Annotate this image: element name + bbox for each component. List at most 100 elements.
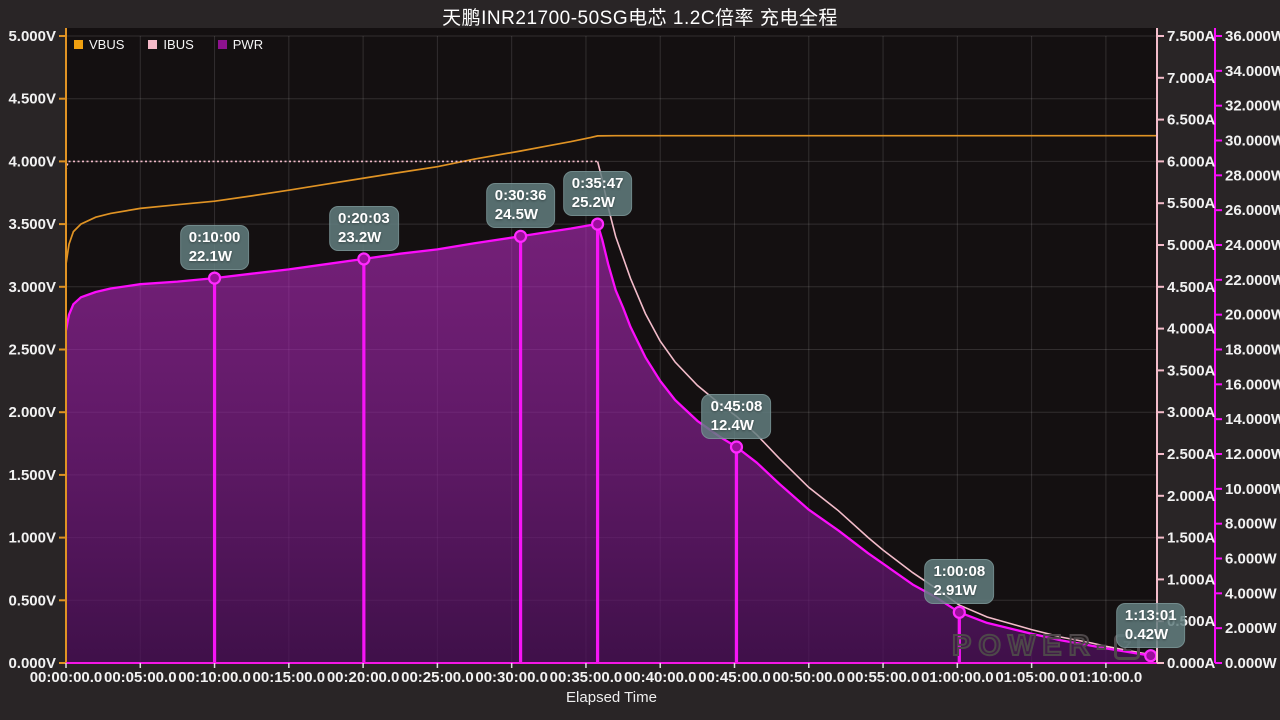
current-tick-label: 3.000A <box>1167 404 1216 421</box>
power-tick-label: 22.000W <box>1225 272 1280 289</box>
x-tick-label: 01:10:00.0 <box>1070 669 1143 686</box>
x-tick-label: 00:25:00.0 <box>401 669 474 686</box>
power-tick-label: 36.000W <box>1225 28 1280 45</box>
legend-item-pwr[interactable]: PWR <box>217 37 264 52</box>
voltage-tick-label: 2.000V <box>8 404 56 421</box>
voltage-tick-label: 5.000V <box>8 28 56 45</box>
annotation-box: 1:00:08 2.91W <box>924 559 995 605</box>
ibus-line-cv <box>596 161 1151 656</box>
annotation-power: 24.5W <box>494 206 539 224</box>
voltage-tick-label: 2.500V <box>8 342 56 359</box>
x-tick-label: 00:55:00.0 <box>847 669 920 686</box>
current-tick-label: 5.500A <box>1167 195 1216 212</box>
power-tick-label: 10.000W <box>1225 481 1280 498</box>
data-point-marker <box>590 217 605 231</box>
x-tick-label: 00:05:00.0 <box>104 669 177 686</box>
x-tick-label: 00:35:00.0 <box>550 669 623 686</box>
voltage-tick-label: 3.500V <box>8 216 56 233</box>
power-tick-label: 0.000W <box>1225 655 1278 672</box>
x-tick-label: 00:20:00.0 <box>327 669 400 686</box>
annotation-box: 0:45:08 12.4W <box>701 394 772 440</box>
annotation-box: 0:10:00 22.1W <box>179 225 250 271</box>
current-tick-label: 4.000A <box>1167 321 1216 338</box>
current-tick-label: 1.500A <box>1167 530 1216 547</box>
voltage-tick-label: 4.000V <box>8 153 56 170</box>
voltage-tick-label: 1.500V <box>8 467 56 484</box>
power-tick-label: 26.000W <box>1225 202 1280 219</box>
data-point-marker <box>1144 649 1158 663</box>
power-tick-label: 20.000W <box>1225 307 1280 324</box>
pwr-swatch-icon <box>217 40 227 49</box>
legend-label: PWR <box>232 37 264 52</box>
legend-label: IBUS <box>163 37 194 52</box>
annotation-time: 0:35:47 <box>571 175 624 193</box>
current-tick-label: 2.500A <box>1167 446 1216 463</box>
current-tick-label: 7.500A <box>1167 28 1216 45</box>
annotation-time: 0:20:03 <box>337 209 390 227</box>
current-tick-label: 6.000A <box>1167 153 1216 170</box>
annotation-power: 12.4W <box>710 417 754 435</box>
data-point-marker <box>729 440 744 454</box>
voltage-tick-label: 0.000V <box>8 655 56 672</box>
power-tick-label: 16.000W <box>1225 376 1280 393</box>
chart-title: 天鹏INR21700-50SG电芯 1.2C倍率 充电全程 <box>442 8 838 29</box>
annotation-power: 23.2W <box>337 228 382 246</box>
annotation-time: 1:00:08 <box>933 563 986 581</box>
current-tick-label: 0.000A <box>1167 655 1216 672</box>
current-tick-label: 6.500A <box>1167 112 1216 129</box>
power-tick-label: 34.000W <box>1225 63 1280 80</box>
data-point-marker <box>207 271 222 285</box>
voltage-tick-label: 4.500V <box>8 91 56 108</box>
annotation-time: 1:13:01 <box>1124 606 1177 624</box>
annotation-power: 25.2W <box>571 194 616 212</box>
power-tick-label: 4.000W <box>1225 585 1278 602</box>
annotation-time: 0:45:08 <box>710 398 763 416</box>
x-axis-title: Elapsed Time <box>566 689 657 706</box>
annotation-box: 0:30:36 24.5W <box>485 183 556 229</box>
legend-item-ibus[interactable]: IBUS <box>148 37 194 52</box>
power-tick-label: 32.000W <box>1225 98 1280 115</box>
legend-item-vbus[interactable]: VBUS <box>74 37 124 52</box>
power-tick-label: 18.000W <box>1225 342 1280 359</box>
current-tick-label: 3.500A <box>1167 362 1216 379</box>
power-tick-label: 8.000W <box>1225 516 1278 533</box>
ibus-swatch-icon <box>148 40 158 49</box>
current-tick-label: 2.000A <box>1167 488 1216 505</box>
x-tick-label: 00:15:00.0 <box>253 669 326 686</box>
power-tick-label: 12.000W <box>1225 446 1280 463</box>
data-point-marker <box>952 605 966 619</box>
voltage-tick-label: 3.000V <box>8 279 56 296</box>
x-tick-label: 00:40:00.0 <box>624 669 697 686</box>
annotation-power: 0.42W <box>1124 625 1169 643</box>
current-tick-label: 5.000A <box>1167 237 1216 254</box>
power-tick-label: 30.000W <box>1225 133 1280 150</box>
annotation-time: 0:10:00 <box>188 229 241 247</box>
data-point-marker <box>357 252 371 266</box>
annotation-power: 2.91W <box>933 582 977 600</box>
current-tick-label: 4.500A <box>1167 279 1216 296</box>
watermark-text: POWER- <box>951 630 1114 662</box>
pwr-area-fill <box>66 224 1151 663</box>
power-z-watermark: POWER- Z <box>951 630 1141 662</box>
power-tick-label: 6.000W <box>1225 551 1278 568</box>
legend-label: VBUS <box>89 37 125 52</box>
annotation-time: 0:30:36 <box>494 187 547 205</box>
x-tick-label: 00:00:00.0 <box>30 669 103 686</box>
power-tick-label: 28.000W <box>1225 167 1280 184</box>
vbus-swatch-icon <box>74 40 83 49</box>
legend: VBUS IBUS PWR <box>74 37 287 52</box>
x-tick-label: 00:10:00.0 <box>178 669 251 686</box>
annotation-box: 1:13:01 0.42W <box>1115 602 1186 648</box>
x-tick-label: 00:50:00.0 <box>773 669 846 686</box>
power-tick-label: 14.000W <box>1225 411 1280 428</box>
x-tick-label: 00:30:00.0 <box>475 669 548 686</box>
power-tick-label: 24.000W <box>1225 237 1280 254</box>
annotation-box: 0:20:03 23.2W <box>328 205 399 251</box>
x-tick-label: 01:05:00.0 <box>995 669 1068 686</box>
current-tick-label: 1.000A <box>1167 571 1216 588</box>
ibus-line-cc <box>65 160 598 171</box>
power-tick-label: 2.000W <box>1225 620 1278 637</box>
voltage-tick-label: 0.500V <box>8 592 56 609</box>
